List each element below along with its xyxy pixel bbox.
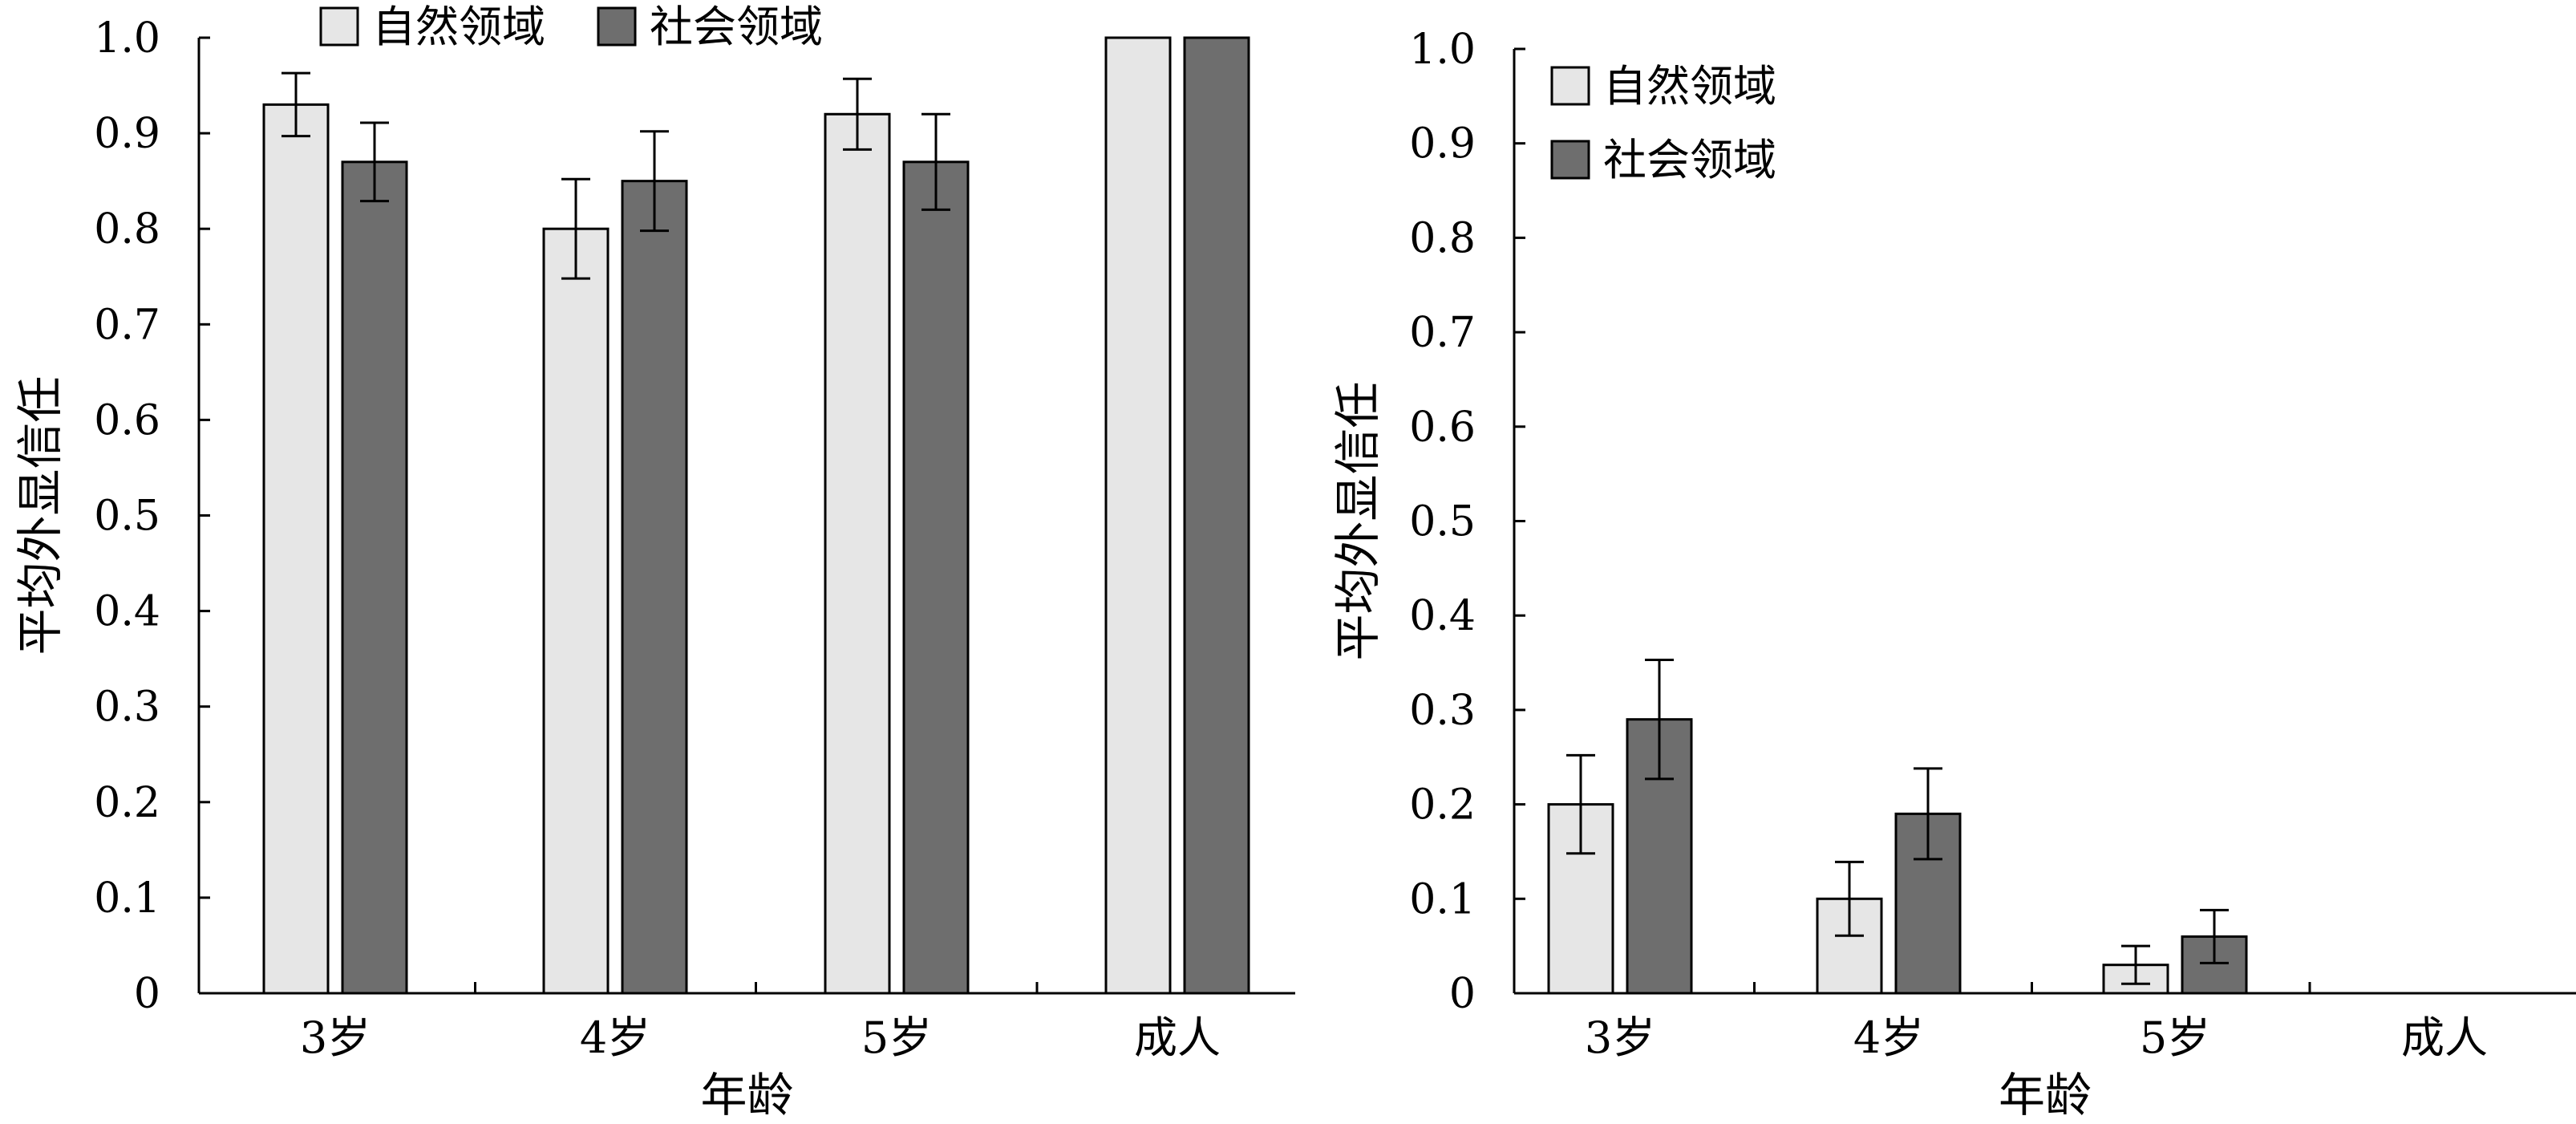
legend-label: 自然领域: [372, 2, 545, 52]
bar-social: [621, 180, 688, 995]
legend-swatch: [597, 6, 637, 47]
x-tick-label: 成人: [2401, 1012, 2488, 1063]
bar-social: [341, 160, 408, 995]
x-tick-label: 3岁: [300, 1012, 371, 1063]
bar-social: [902, 160, 970, 995]
legend-swatch: [1550, 140, 1590, 180]
y-tick-label: 0.5: [94, 493, 160, 541]
legend-swatch: [1550, 66, 1590, 106]
bar-social: [1183, 36, 1250, 995]
x-tick-label: 成人: [1134, 1012, 1221, 1063]
y-tick-label: 0: [134, 970, 160, 1018]
y-axis-label: 平均外显信任: [1331, 381, 1385, 660]
x-tick-label: 3岁: [1585, 1012, 1655, 1063]
x-tick-label: 4岁: [580, 1012, 650, 1063]
y-tick-label: 0.6: [1409, 404, 1476, 452]
y-tick-label: 0.3: [94, 684, 160, 732]
y-tick-label: 0.7: [1409, 309, 1476, 357]
legend-label: 社会领域: [1603, 135, 1776, 185]
legend-swatch: [319, 6, 359, 47]
y-tick-label: 0.8: [1409, 214, 1476, 262]
x-tick-label: 4岁: [1853, 1012, 1924, 1063]
y-tick-label: 1.0: [94, 14, 160, 63]
y-tick-label: 0.2: [1409, 781, 1476, 830]
y-tick-label: 0: [1449, 970, 1476, 1018]
y-tick-label: 0.6: [94, 396, 160, 444]
bar-natural: [262, 103, 330, 995]
y-tick-label: 0.4: [1409, 592, 1476, 640]
y-tick-label: 0.5: [1409, 498, 1476, 546]
y-tick-label: 0.3: [1409, 687, 1476, 735]
bar-natural: [824, 112, 891, 995]
bar-natural: [542, 227, 610, 995]
chart-panel-2: 0 0.1 0.2 0.3 0.4 0.5 0.6 0.7 0.8 0.9 1.0 3岁 4岁 5岁 成人 平…: [1331, 26, 2576, 1122]
y-tick-label: 0.1: [94, 874, 160, 923]
y-tick-label: 0.8: [94, 205, 160, 254]
y-tick-label: 0.9: [94, 110, 160, 158]
y-tick-label: 0.1: [1409, 875, 1476, 923]
chart-panel-1: 0 0.1 0.2 0.3 0.4 0.5 0.6 0.7 0.8 0.9 1.0 3岁 4岁 5岁 成人 平…: [13, 2, 1295, 1122]
y-tick-label: 1.0: [1409, 26, 1476, 74]
legend-label: 自然领域: [1603, 61, 1776, 112]
y-tick-label: 0.7: [94, 301, 160, 349]
legend-label: 社会领域: [650, 2, 823, 52]
x-axis-label: 年龄: [1999, 1068, 2092, 1122]
y-axis-label: 平均外显信任: [13, 375, 67, 655]
y-tick-label: 0.2: [94, 779, 160, 827]
x-axis-label: 年龄: [700, 1068, 793, 1122]
y-tick-label: 0.9: [1409, 120, 1476, 168]
bar-natural: [1104, 36, 1172, 995]
x-tick-label: 5岁: [861, 1012, 932, 1063]
y-tick-label: 0.4: [94, 588, 160, 636]
x-tick-label: 5岁: [2140, 1012, 2210, 1063]
